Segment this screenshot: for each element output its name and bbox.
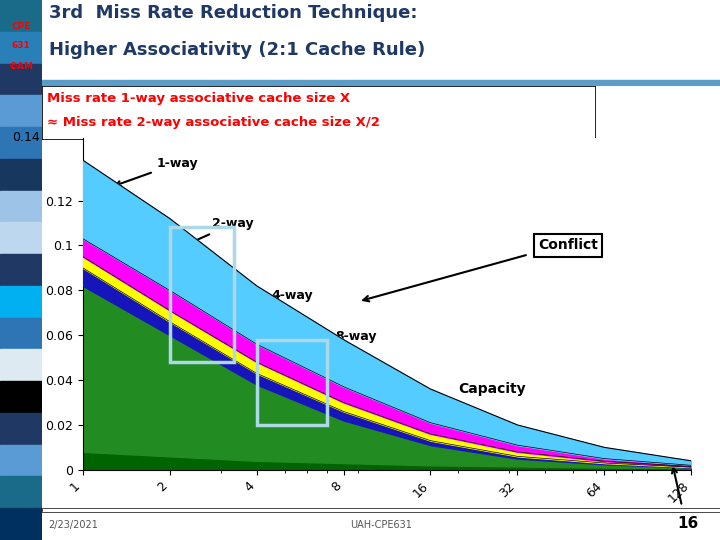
Text: 4-way: 4-way: [217, 289, 313, 327]
Text: 16: 16: [677, 516, 698, 531]
Text: 0.14: 0.14: [12, 131, 40, 144]
Bar: [42, 508, 720, 512]
Text: 631: 631: [12, 42, 30, 50]
Bar: [0, 159, 42, 191]
Bar: [170, 227, 235, 362]
Bar: [0, 286, 42, 318]
Text: Miss rate 1-way associative cache size X: Miss rate 1-way associative cache size X: [48, 92, 351, 105]
Bar: [0, 0, 42, 32]
Bar: [0, 476, 42, 508]
Text: 8-way: 8-way: [276, 329, 377, 369]
Bar: [0, 318, 42, 349]
Bar: [0, 413, 42, 445]
Bar: [42, 80, 720, 86]
Text: 2-way: 2-way: [154, 218, 253, 259]
Text: 1-way: 1-way: [116, 157, 198, 186]
Bar: [0, 127, 42, 159]
Text: UAH-CPE631: UAH-CPE631: [350, 521, 412, 530]
Text: Higher Associativity (2:1 Cache Rule): Higher Associativity (2:1 Cache Rule): [48, 42, 425, 59]
Bar: [0, 445, 42, 476]
X-axis label: Cache Size (KB): Cache Size (KB): [325, 530, 449, 540]
Text: ≈ Miss rate 2-way associative cache size X/2: ≈ Miss rate 2-way associative cache size…: [48, 116, 380, 129]
Bar: [0, 95, 42, 127]
Text: 2/23/2021: 2/23/2021: [48, 521, 99, 530]
Bar: [0, 349, 42, 381]
Text: 3rd  Miss Rate Reduction Technique:: 3rd Miss Rate Reduction Technique:: [48, 4, 417, 22]
Text: Conflict: Conflict: [539, 238, 598, 252]
Bar: [0, 254, 42, 286]
Text: Capacity: Capacity: [459, 382, 526, 396]
Bar: [0, 191, 42, 222]
Bar: [0, 222, 42, 254]
Text: CPE: CPE: [12, 22, 30, 31]
Bar: [0, 381, 42, 413]
Text: ©AM: ©AM: [9, 62, 33, 71]
Bar: [0, 64, 42, 95]
Bar: [0, 32, 42, 64]
Bar: [256, 340, 327, 425]
Bar: [0, 508, 42, 540]
Text: Compulsory: Compulsory: [643, 468, 720, 522]
